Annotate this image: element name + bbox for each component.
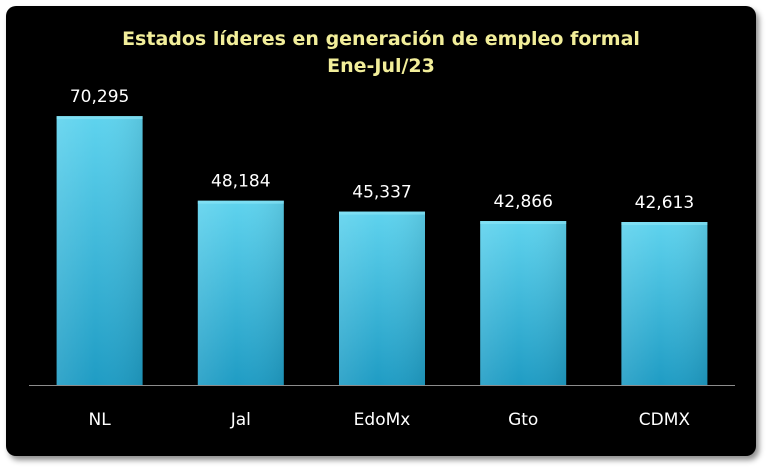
bar-top-edge: [339, 211, 425, 215]
chart-title-block: Estados líderes en generación de empleo …: [6, 26, 756, 80]
x-tick-label-nl: NL: [88, 410, 111, 430]
chart-title: Estados líderes en generación de empleo …: [122, 28, 640, 50]
bar-top-edge: [480, 221, 567, 225]
bar-shine: [339, 211, 425, 385]
tick-labels-layer: NL Jal EdoMx Gto CDMX: [88, 410, 690, 430]
bar-jal: [197, 200, 284, 385]
x-tick-label-cdmx: CDMX: [639, 410, 691, 430]
bar-cdmx: [621, 222, 708, 385]
data-label-nl: 70,295: [70, 87, 129, 107]
bar-edomx: [339, 211, 425, 385]
bar-shine: [197, 200, 284, 385]
bar-top-edge: [56, 116, 143, 120]
bar-gto: [480, 221, 567, 385]
bar-chart: 70,295 48,184 45,337 42,866 42,613 NL Jal EdoM…: [29, 87, 735, 430]
x-tick-label-gto: Gto: [508, 410, 538, 430]
bar-shine: [56, 116, 143, 385]
chart-subtitle: Ene-Jul/23: [327, 55, 435, 77]
bar-top-edge: [197, 200, 284, 204]
data-label-gto: 42,866: [493, 192, 552, 212]
bar-nl: [56, 116, 143, 385]
bar-top-edge: [621, 222, 708, 226]
x-tick-label-edomx: EdoMx: [354, 410, 411, 430]
chart-panel: Estados líderes en generación de empleo …: [6, 6, 756, 456]
x-tick-label-jal: Jal: [230, 410, 251, 430]
bars-layer: [56, 116, 708, 385]
data-label-jal: 48,184: [211, 172, 270, 192]
bar-shine: [621, 222, 708, 385]
value-labels-layer: 70,295 48,184 45,337 42,866 42,613: [70, 87, 694, 213]
data-label-cdmx: 42,613: [635, 193, 694, 213]
bar-shine: [480, 221, 567, 385]
data-label-edomx: 45,337: [352, 183, 411, 203]
